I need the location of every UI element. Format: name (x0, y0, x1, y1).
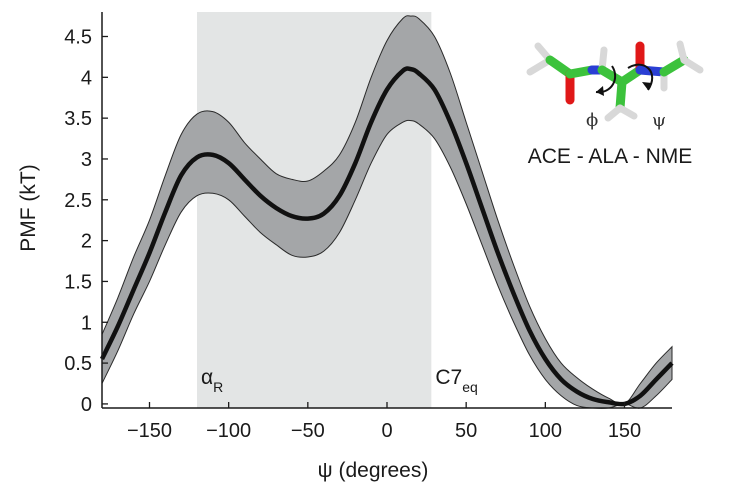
x-tick-label: 0 (381, 420, 392, 442)
uncertainty-band (101, 15, 673, 409)
molecule-illustration: ϕ ψ ACE - ALA - NME (526, 40, 704, 168)
region-labels: αR C7eq (201, 366, 478, 395)
x-tick-label: 150 (608, 420, 641, 442)
pmf-curve (99, 66, 674, 407)
x-tick-label: −50 (291, 420, 325, 442)
y-tick-label: 4 (81, 67, 92, 89)
x-tick-label: −150 (127, 420, 172, 442)
y-tick-label: 2 (81, 231, 92, 253)
y-tick-label: 0.5 (64, 353, 92, 375)
y-axis-label: PMF (kT) (17, 164, 40, 251)
y-tick-label: 4.5 (64, 26, 92, 48)
y-ticks: 0 0.5 1 1.5 2 2.5 3 3.5 4 4.5 (64, 26, 108, 416)
region-label: C7eq (435, 366, 477, 395)
bond (680, 56, 704, 74)
plot-area (99, 12, 674, 409)
y-tick-label: 2.5 (64, 190, 92, 212)
phi-arrowhead (596, 86, 604, 96)
x-axis-label: ψ (degrees) (318, 459, 429, 482)
x-ticks: −150 −100 −50 0 50 100 150 (127, 402, 641, 442)
x-tick-label: −100 (206, 420, 251, 442)
psi-arrowhead (642, 82, 652, 90)
bond (616, 104, 638, 120)
y-tick-label: 3.5 (64, 108, 92, 130)
bond (659, 55, 689, 77)
y-tick-label: 0 (81, 394, 92, 416)
x-tick-label: 50 (455, 420, 477, 442)
phi-label: ϕ (586, 110, 598, 131)
psi-label: ψ (652, 110, 666, 131)
x-tick-label: 100 (529, 420, 562, 442)
y-tick-label: 1 (81, 312, 92, 334)
y-tick-label: 1.5 (64, 271, 92, 293)
region-label: αR (201, 366, 223, 395)
molecule-name: ACE - ALA - NME (528, 145, 693, 168)
y-tick-label: 3 (81, 149, 92, 171)
